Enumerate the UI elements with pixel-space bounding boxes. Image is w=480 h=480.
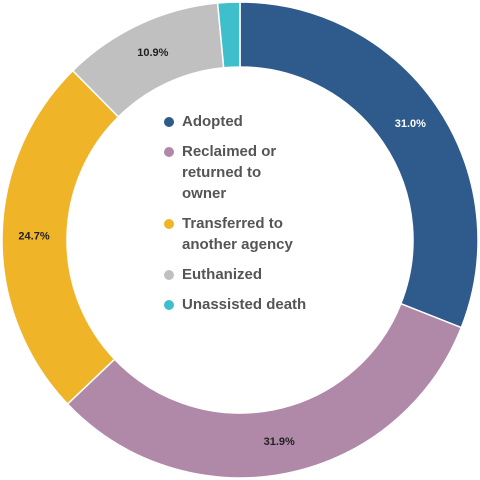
legend-marker xyxy=(164,300,174,310)
legend-item: Reclaimed or returned to owner xyxy=(162,141,342,204)
legend-item: Euthanized xyxy=(162,264,342,285)
donut-segment xyxy=(216,1,241,69)
legend-marker xyxy=(164,270,174,280)
data-label: 10.9% xyxy=(137,47,168,59)
legend-label: Reclaimed or returned to owner xyxy=(182,143,277,202)
legend-item: Adopted xyxy=(162,111,342,132)
legend-label: Euthanized xyxy=(182,266,263,283)
legend-marker xyxy=(164,147,174,157)
legend-label: Unassisted death xyxy=(182,296,307,313)
data-label: 24.7% xyxy=(18,231,49,243)
donut-segment xyxy=(66,302,463,479)
data-label: 31.9% xyxy=(264,436,295,448)
data-label: 31.0% xyxy=(395,118,426,130)
donut-segment xyxy=(239,1,479,329)
legend: Adopted Reclaimed or returned to owner Tra… xyxy=(162,111,342,324)
legend-marker xyxy=(164,117,174,127)
legend-marker xyxy=(164,219,174,229)
legend-item: Transferred to another agency xyxy=(162,213,342,255)
legend-label: Adopted xyxy=(182,113,243,130)
legend-label: Transferred to another agency xyxy=(182,215,293,253)
legend-item: Unassisted death xyxy=(162,294,342,315)
